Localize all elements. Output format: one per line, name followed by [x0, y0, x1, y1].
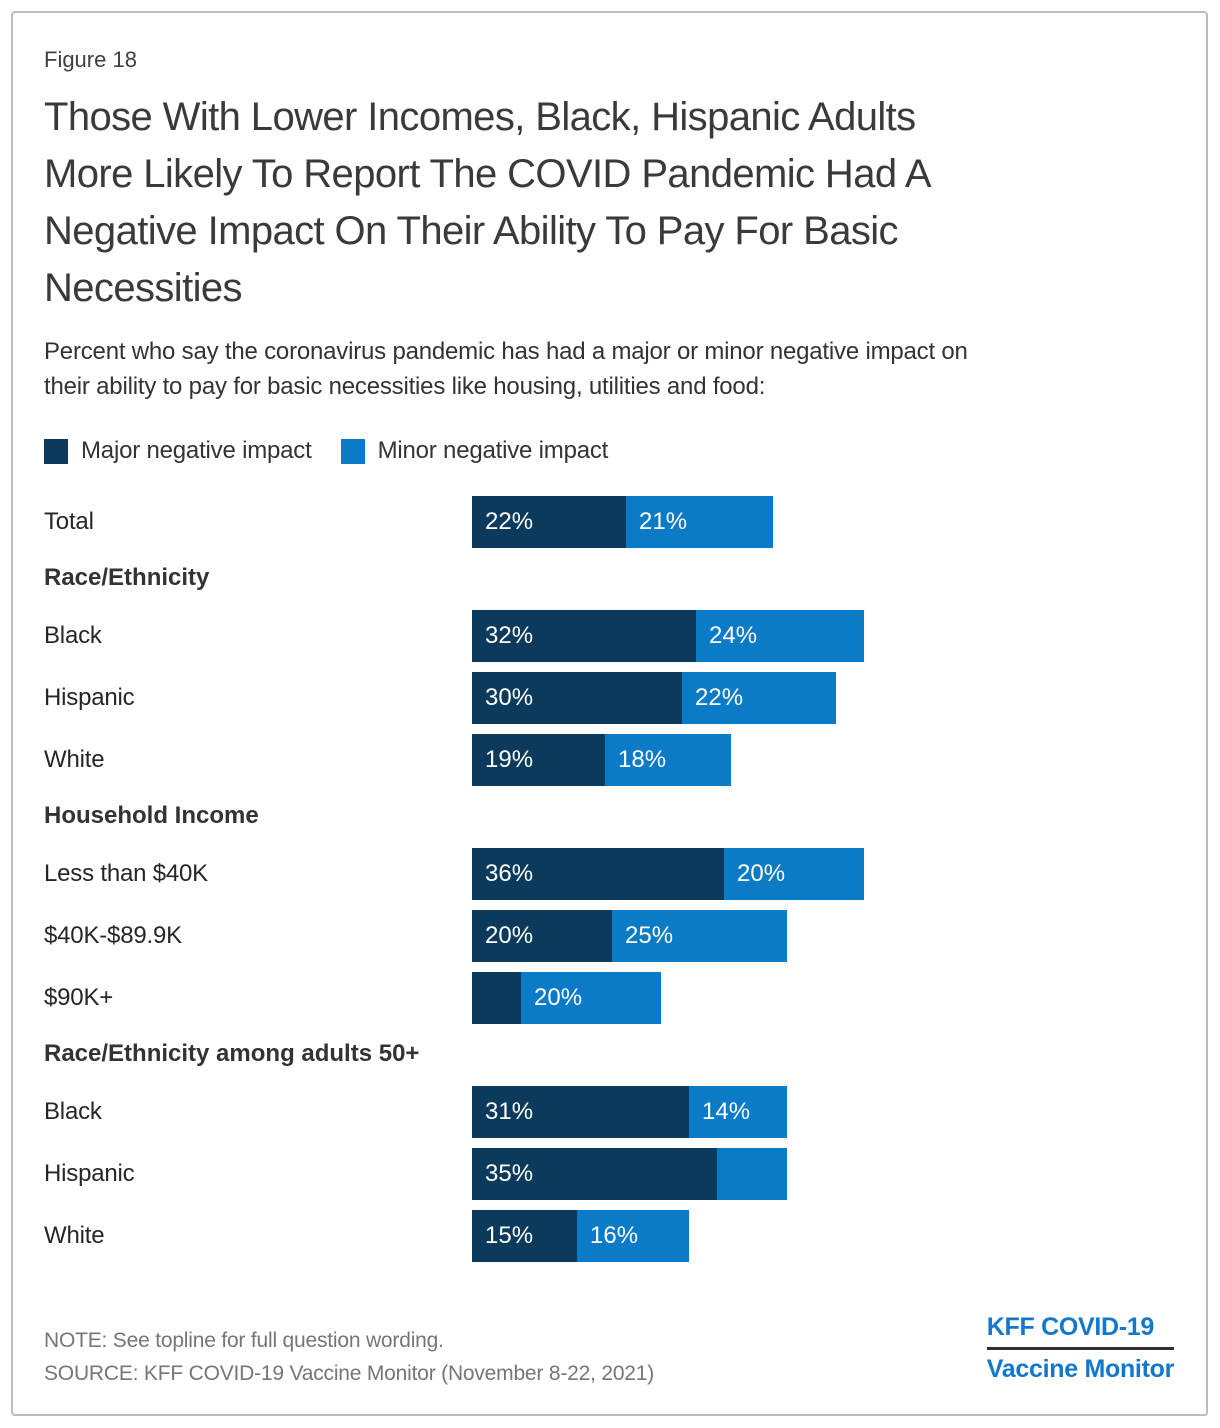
major-swatch-icon	[44, 438, 68, 464]
chart-row: $40K-$89.9K 20% 25%	[44, 910, 1176, 962]
chart-row: Black 32% 24%	[44, 610, 1176, 662]
chart-title-line: More Likely To Report The COVID Pandemic…	[44, 152, 932, 196]
bar-segment-minor	[717, 1148, 787, 1200]
row-label: $90K+	[44, 984, 114, 1011]
section-header: Race/Ethnicity among adults 50+	[44, 1040, 420, 1067]
chart-title: Those With Lower Incomes, Black, Hispani…	[44, 89, 1176, 317]
chart-row: Black 31% 14%	[44, 1086, 1176, 1138]
chart-subtitle-line: their ability to pay for basic necessiti…	[44, 373, 766, 400]
bar-segment-major: 32%	[472, 610, 696, 662]
bar-segment-major: 31%	[472, 1086, 689, 1138]
chart-subtitle: Percent who say the coronavirus pandemic…	[44, 334, 1176, 404]
legend-item-major: Major negative impact	[44, 437, 312, 465]
chart-row: White 19% 18%	[44, 734, 1176, 786]
kff-vaccine-monitor-logo: KFF COVID-19 Vaccine Monitor	[986, 1313, 1175, 1384]
legend-label-minor: Minor negative impact	[377, 437, 609, 464]
chart-title-line: Those With Lower Incomes, Black, Hispani…	[44, 95, 916, 139]
bar-segment-minor: 20%	[521, 972, 661, 1024]
figure-label: Figure 18	[44, 47, 137, 72]
row-label: Hispanic	[44, 684, 135, 711]
footer: NOTE: See topline for full question word…	[44, 1313, 1174, 1390]
bar-segment-minor: 16%	[577, 1210, 689, 1262]
notes-block: NOTE: See topline for full question word…	[44, 1324, 654, 1390]
chart-row: Less than $40K 36% 20%	[44, 848, 1176, 900]
row-label: Less than $40K	[44, 860, 208, 887]
section-header: Race/Ethnicity	[44, 564, 210, 591]
chart-row: White 15% 16%	[44, 1210, 1176, 1262]
row-label: White	[44, 1222, 105, 1249]
bar-segment-major: 35%	[472, 1148, 717, 1200]
bar-stack: 36% 20%	[472, 848, 864, 900]
bar-segment-major: 36%	[472, 848, 724, 900]
bar-segment-major: 15%	[472, 1210, 577, 1262]
row-label: Hispanic	[44, 1160, 135, 1187]
bar-segment-minor: 25%	[612, 910, 787, 962]
bar-stack: 30% 22%	[472, 672, 836, 724]
bar-stack: 35%	[472, 1148, 787, 1200]
bar-segment-major: 20%	[472, 910, 612, 962]
bar-segment-major	[472, 972, 521, 1024]
bar-stack: 31% 14%	[472, 1086, 787, 1138]
bar-segment-minor: 24%	[696, 610, 864, 662]
row-label: White	[44, 746, 105, 773]
bar-segment-major: 30%	[472, 672, 682, 724]
bar-stack: 19% 18%	[472, 734, 731, 786]
bar-stack: 32% 24%	[472, 610, 864, 662]
source-text: SOURCE: KFF COVID-19 Vaccine Monitor (No…	[44, 1362, 655, 1385]
section-header: Household Income	[44, 802, 259, 829]
bar-segment-minor: 20%	[724, 848, 864, 900]
legend: Major negative impact Minor negative imp…	[44, 437, 1176, 465]
figure-frame: Figure 18 Those With Lower Incomes, Blac…	[11, 11, 1208, 1416]
bar-stack: 15% 16%	[472, 1210, 689, 1262]
bar-stack: 20% 25%	[472, 910, 787, 962]
chart-subtitle-line: Percent who say the coronavirus pandemic…	[44, 338, 968, 365]
row-label: Black	[44, 1098, 102, 1125]
bar-segment-minor: 21%	[626, 496, 773, 548]
row-label: Total	[44, 508, 94, 535]
logo-line-2: Vaccine Monitor	[986, 1355, 1175, 1383]
chart-row: Total 22% 21%	[44, 496, 1176, 548]
chart-row: Hispanic 30% 22%	[44, 672, 1176, 724]
bar-segment-minor: 22%	[682, 672, 836, 724]
chart: Total 22% 21% Race/Ethnicity Black 32% 24% Hisp…	[44, 496, 1176, 1262]
chart-row: $90K+ 20%	[44, 972, 1176, 1024]
row-label: Black	[44, 622, 102, 649]
bar-segment-minor: 18%	[605, 734, 731, 786]
chart-title-line: Necessities	[44, 266, 243, 310]
bar-stack: 22% 21%	[472, 496, 773, 548]
legend-label-major: Major negative impact	[81, 437, 312, 464]
row-label: $40K-$89.9K	[44, 922, 182, 949]
minor-swatch-icon	[340, 438, 365, 464]
bar-segment-minor: 14%	[689, 1086, 787, 1138]
chart-title-line: Negative Impact On Their Ability To Pay …	[44, 209, 899, 253]
legend-item-minor: Minor negative impact	[340, 437, 609, 465]
note-text: NOTE: See topline for full question word…	[44, 1329, 444, 1352]
bar-stack: 20%	[472, 972, 661, 1024]
chart-row: Hispanic 35%	[44, 1148, 1176, 1200]
bar-segment-major: 19%	[472, 734, 605, 786]
logo-line-1: KFF COVID-19	[986, 1313, 1174, 1350]
bar-segment-major: 22%	[472, 496, 626, 548]
